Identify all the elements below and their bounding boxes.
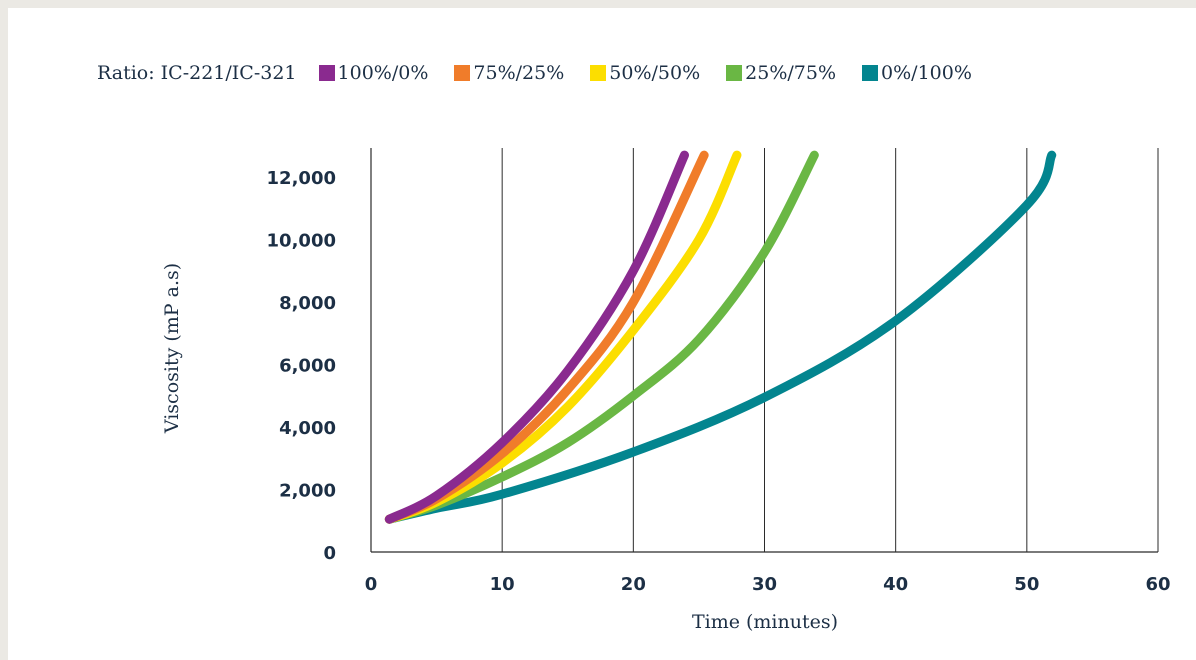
legend-swatch xyxy=(318,65,335,81)
legend-swatch xyxy=(726,65,743,81)
y-tick-label: 10,000 xyxy=(267,231,336,252)
legend-label: 25%/75% xyxy=(745,62,837,84)
grid-lines xyxy=(501,148,1159,552)
axes xyxy=(370,148,1158,553)
x-tick-label: 30 xyxy=(752,574,777,595)
x-tick-label: 50 xyxy=(1014,574,1039,595)
legend-label: 50%/50% xyxy=(609,62,701,84)
legend-label: 0%/100% xyxy=(881,62,972,84)
series-line-0-100 xyxy=(384,150,1057,524)
y-tick-label: 6,000 xyxy=(279,356,336,377)
legend-label: 100%/0% xyxy=(337,62,429,84)
series-line-25-75 xyxy=(384,150,819,524)
y-tick-label: 0 xyxy=(323,543,336,564)
x-tick-label: 20 xyxy=(621,574,646,595)
x-tick-label: 0 xyxy=(365,574,378,595)
legend-item-100-0: 100%/0% xyxy=(318,62,429,84)
x-tick-label: 10 xyxy=(490,574,515,595)
y-tick-label: 12,000 xyxy=(267,168,336,189)
y-tick-label: 2,000 xyxy=(279,481,336,502)
legend-swatch xyxy=(454,65,471,81)
legend-item-75-25: 75%/25% xyxy=(454,62,564,84)
tick-labels: 0 10 20 30 40 50 60 0 2,000 4,000 6,000 8,000 10,000… xyxy=(267,168,1171,595)
chart-card xyxy=(8,8,1196,660)
legend-label: 75%/25% xyxy=(473,62,565,84)
x-axis-title: Time (minutes) xyxy=(692,611,838,633)
series-lines xyxy=(384,150,1057,524)
y-tick-label: 4,000 xyxy=(279,418,336,439)
series-line-50-50 xyxy=(384,150,742,524)
series-line-100-0 xyxy=(384,150,689,524)
x-tick-label: 40 xyxy=(883,574,908,595)
x-tick-label: 60 xyxy=(1145,574,1170,595)
legend: Ratio: IC-221/IC-321 100%/0% 75%/25% 50%… xyxy=(97,62,972,84)
legend-title: Ratio: IC-221/IC-321 xyxy=(97,62,297,84)
y-axis-title: Viscosity (mP a.s) xyxy=(161,263,183,434)
legend-swatch xyxy=(862,65,879,81)
legend-swatch xyxy=(590,65,607,81)
legend-item-50-50: 50%/50% xyxy=(590,62,700,84)
y-tick-label: 8,000 xyxy=(279,293,336,314)
legend-item-0-100: 0%/100% xyxy=(862,62,972,84)
legend-item-25-75: 25%/75% xyxy=(726,62,836,84)
